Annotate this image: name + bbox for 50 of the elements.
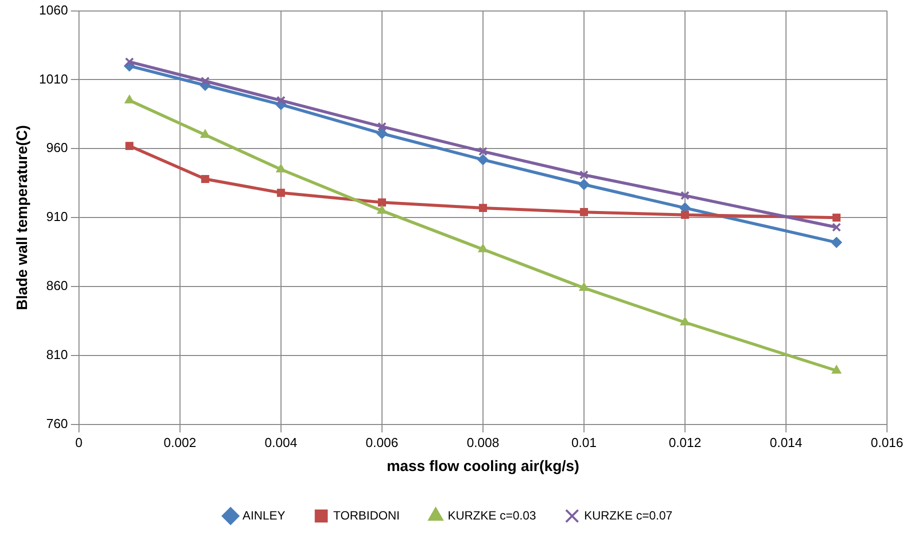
point xyxy=(478,204,487,212)
y-tick-label: 860 xyxy=(46,278,68,294)
point xyxy=(376,128,388,139)
point xyxy=(680,210,690,219)
y-tick-label: 910 xyxy=(46,209,68,224)
point xyxy=(680,316,690,326)
point xyxy=(680,191,690,200)
legend-label: KURZKE c=0.03 xyxy=(448,508,536,522)
x-tick-label: 0.012 xyxy=(668,434,702,450)
legend-label: TORBIDONI xyxy=(333,508,400,522)
x-tick-label: 0.014 xyxy=(770,434,802,450)
point xyxy=(200,129,210,138)
x-tick-label: 0.01 xyxy=(571,434,597,450)
point xyxy=(578,179,590,190)
y-tick-label: 960 xyxy=(46,140,68,156)
x-tick-label: 0.006 xyxy=(366,434,398,450)
point xyxy=(124,57,134,66)
x-tick-label: 0 xyxy=(75,434,83,450)
x-tick-label: 0.004 xyxy=(264,434,298,450)
point xyxy=(579,282,589,291)
legend-label: AINLEY xyxy=(242,508,286,522)
point xyxy=(830,236,842,248)
point xyxy=(200,76,210,86)
y-tick-label: 1010 xyxy=(39,71,68,86)
x-tick-label: 0.008 xyxy=(466,434,500,450)
x-tick-label: 0.002 xyxy=(164,434,196,450)
point xyxy=(579,170,589,180)
point xyxy=(832,365,842,374)
point xyxy=(832,214,841,222)
point xyxy=(478,244,488,252)
point xyxy=(377,122,386,132)
point xyxy=(124,94,134,104)
point xyxy=(378,198,386,206)
y-axis-title: Blade wall temperature(C) xyxy=(14,125,32,310)
point xyxy=(477,154,488,166)
point xyxy=(580,208,588,216)
point xyxy=(478,146,488,156)
point xyxy=(276,164,286,172)
point xyxy=(832,222,842,232)
y-tick-label: 1060 xyxy=(39,2,68,18)
point xyxy=(201,174,210,184)
point xyxy=(276,96,286,105)
point xyxy=(276,188,285,197)
point xyxy=(125,142,134,150)
y-tick-label: 760 xyxy=(46,416,68,431)
y-tick-label: 810 xyxy=(46,347,68,362)
x-tick-label: 0.016 xyxy=(870,434,904,450)
legend-label: KURZKE c=0.07 xyxy=(584,508,673,522)
x-axis-title: mass flow cooling air(kg/s) xyxy=(386,458,580,476)
point xyxy=(377,205,387,214)
